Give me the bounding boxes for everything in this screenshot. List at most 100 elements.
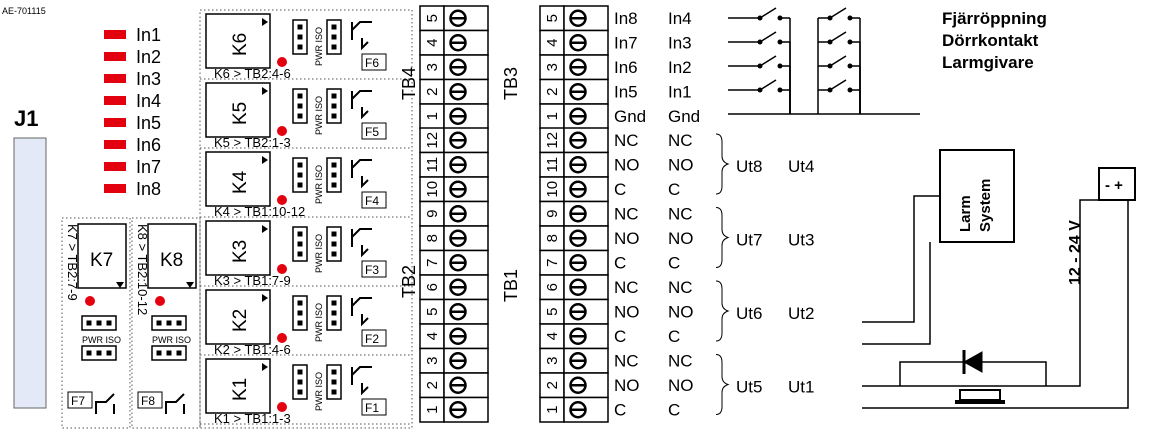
relay-box [205,82,271,138]
jumper-pin [297,113,303,119]
terminal-number: 1 [544,112,561,120]
contact-label: NC [614,205,639,224]
jumper-pin [331,389,337,395]
terminal-number: 2 [424,381,441,389]
input-label: In2 [668,58,692,77]
jumper-pin [96,320,102,326]
drawing-id: AE-701115 [2,6,46,16]
jumper-pin [331,231,337,237]
jumper-pin [331,44,337,50]
jumper-pin [331,320,337,326]
switch-icon [829,31,847,43]
relay-name: K3 [230,240,251,263]
terminal-number: 12 [544,132,561,149]
relay-name: K5 [230,102,251,125]
jumper-label: PWR ISO [314,27,324,66]
relay-k8-outline [131,217,201,429]
fuse-label: F8 [141,394,155,408]
led-label: In6 [136,135,161,155]
fuse-label: F5 [365,125,379,139]
relay-board-outline [199,9,413,429]
contact-label: C [668,401,680,420]
contact-label: NO [668,376,694,395]
connector-j1 [13,137,47,409]
power-supply [1098,167,1136,201]
contact-label: C [614,327,626,346]
relay-caption: K2 > TB1:4-6 [214,342,291,357]
output-label: Ut6 [736,304,762,323]
relay-contact-icon [351,21,372,51]
brace-icon [715,354,730,415]
fuse-label: F1 [365,401,379,415]
tb2-label: TB2 [399,265,419,298]
terminal-number: 4 [424,332,441,340]
terminal-number: 4 [544,39,561,47]
jumper-label: PWR ISO [82,335,121,345]
terminal-number: 10 [424,181,441,198]
jumper-pin [331,172,337,178]
jumper-pin [297,379,303,385]
relay-name: K4 [230,170,251,194]
fuse-label: F7 [71,394,85,408]
fuse [361,122,387,140]
terminal-number: 3 [544,357,561,365]
status-led-icon [277,57,287,67]
led-icon [104,96,126,105]
arrow-icon [186,282,194,288]
input-switches [728,7,920,115]
jumper-pin [331,379,337,385]
output-label: Ut1 [788,378,814,397]
terminal-number: 9 [544,210,561,218]
switch-icon [829,79,847,91]
led-icon [104,52,126,61]
output-label: Ut2 [788,304,814,323]
arrow-icon [262,363,268,371]
relay-contact-icon [351,228,372,258]
terminal-blocks: 5 4 3 2 1 12 11 10 9 8 7 6 5 4 3 2 1 5 4 3 2 1 12 11 10 9 8 7 6 5 4 3 2 1 [419,5,609,423]
jumper-pin [331,310,337,316]
relay-contact-icon [95,393,115,414]
fuse [137,391,163,409]
relay-caption: K4 > TB1:10-12 [214,204,305,219]
door-lock-icon [959,389,1001,401]
contact-label: NC [668,205,693,224]
input-label: In6 [614,58,638,77]
contact-label: C [614,401,626,420]
jumper-pin [331,93,337,99]
wire-node [847,15,853,21]
relay-caption: K7 > TB2:7-9 [65,224,80,301]
fuse [361,53,387,71]
contact-label: NO [668,156,694,175]
output-label: Ut7 [736,231,762,250]
jumper-pin [156,320,162,326]
relay-box [205,151,271,207]
diode-icon [962,351,983,373]
status-led-icon [85,296,95,306]
switch-icon [759,79,777,91]
tb4-label: TB4 [399,67,419,100]
terminal-number: 11 [544,157,561,173]
jumper-pin [331,251,337,257]
jumper-pin [297,182,303,188]
relay-contact-icon [351,159,372,189]
led-label: In2 [136,47,161,67]
contact-label: NC [614,352,639,371]
contact-label: NO [614,229,640,248]
jumper-pin [331,24,337,30]
switch-icon [759,31,777,43]
jumper-pin [297,251,303,257]
contact-label: C [614,254,626,273]
terminal-number: 2 [544,88,561,96]
jumper-pin [297,389,303,395]
fuse-label: F3 [365,263,379,277]
arrow-icon [262,225,268,233]
contact-label: NC [614,131,639,150]
contact-label: C [668,254,680,273]
jumper-pin [331,103,337,109]
relay-box [205,13,271,69]
jumper-pin [331,113,337,119]
led-label: In8 [136,179,161,199]
output-label: Ut8 [736,157,762,176]
relay-name: K6 [230,33,251,56]
terminal-number: 5 [424,14,441,22]
